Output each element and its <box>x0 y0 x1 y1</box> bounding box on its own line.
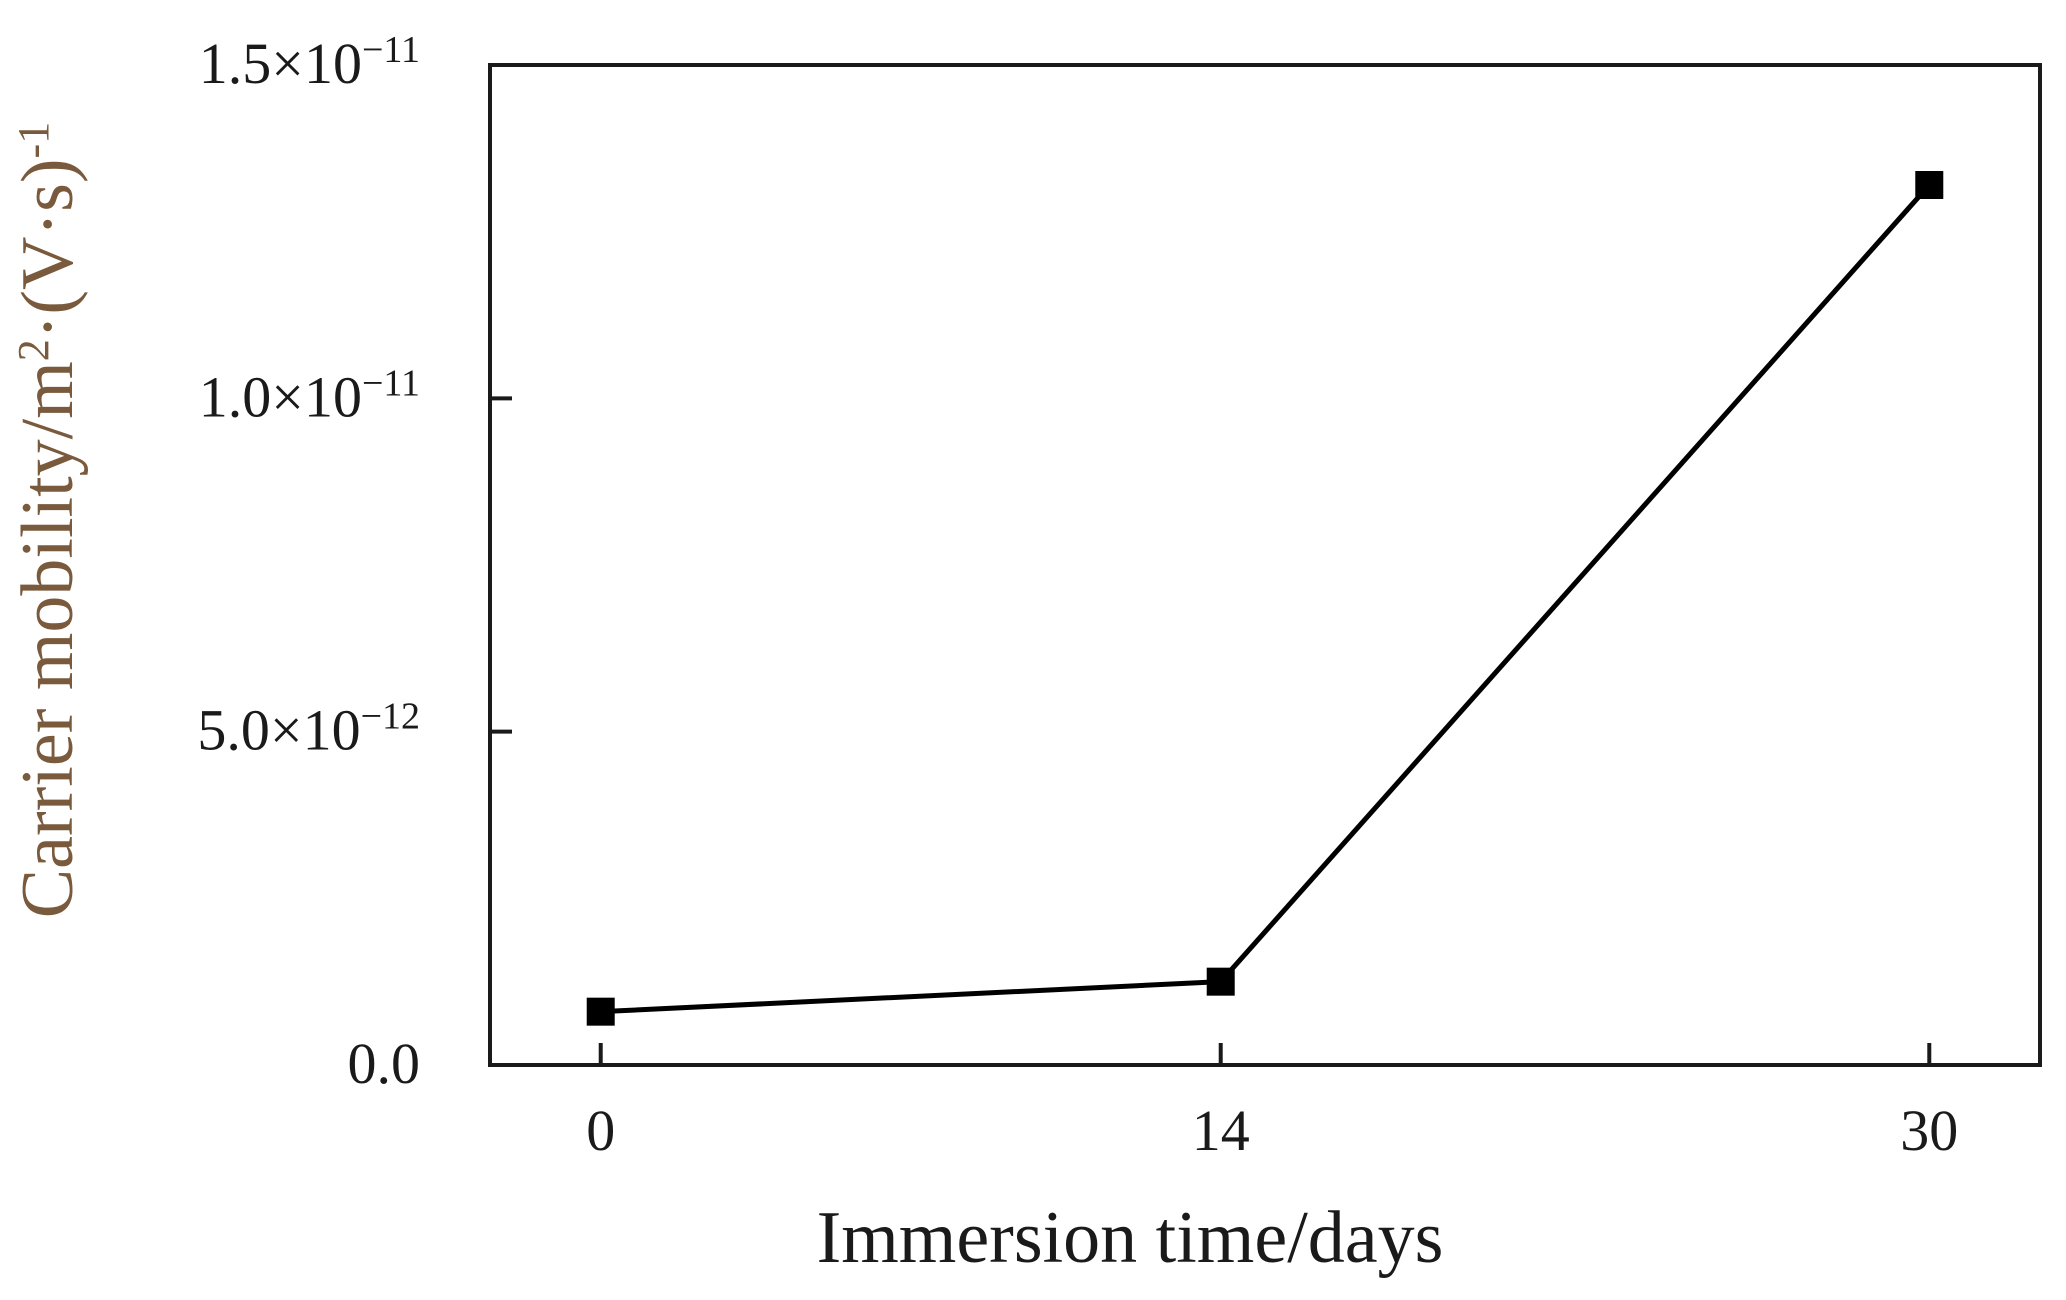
series-line <box>600 183 1932 1015</box>
y-tick-mantissa: 1.0 <box>199 364 272 429</box>
data-point-marker <box>586 997 615 1026</box>
y-axis-title-middle: ·(V·s) <box>7 158 89 339</box>
y-axis-title-sup1: 2 <box>9 339 58 361</box>
plot-frame <box>488 63 2042 1067</box>
y-tick-marks <box>490 396 512 734</box>
y-tick-exponent: −12 <box>361 696 420 738</box>
y-tick-base: 10 <box>304 31 362 96</box>
x-tick-label: 30 <box>1900 1098 1958 1163</box>
series-group <box>586 171 1944 1026</box>
y-axis-title-prefix: Carrier mobility/m <box>7 361 89 918</box>
y-axis-title-sup2: -1 <box>9 122 58 159</box>
x-tick-label: 0 <box>586 1098 615 1163</box>
y-tick-base: 10 <box>304 364 362 429</box>
y-tick-label: 0.0 <box>348 1031 421 1096</box>
y-tick-base: 10 <box>303 698 361 763</box>
y-tick-mantissa: 0.0 <box>348 1031 421 1096</box>
y-tick-mantissa: 5.0 <box>197 698 270 763</box>
y-tick-times: × <box>271 31 304 96</box>
y-tick-exponent: −11 <box>362 29 420 71</box>
data-point-marker <box>1206 967 1235 996</box>
y-axis-title: Carrier mobility/m2·(V·s)-1 <box>7 122 89 918</box>
y-tick-times: × <box>271 364 304 429</box>
x-tick-labels: 0 14 30 <box>586 1098 1958 1163</box>
x-tick-label: 14 <box>1192 1098 1250 1163</box>
x-tick-marks <box>598 1043 1932 1065</box>
y-tick-times: × <box>270 698 303 763</box>
y-tick-labels: 0.05.0×10−121.0×10−111.5×10−11 <box>197 29 420 1096</box>
y-tick-label: 1.0×10−11 <box>199 362 420 429</box>
y-tick-mantissa: 1.5 <box>199 31 272 96</box>
data-point-marker <box>1915 171 1944 199</box>
y-tick-exponent: −11 <box>362 362 420 404</box>
y-tick-label: 5.0×10−12 <box>197 696 420 763</box>
y-tick-label: 1.5×10−11 <box>199 29 420 96</box>
x-axis-title: Immersion time/days <box>817 1197 1444 1279</box>
